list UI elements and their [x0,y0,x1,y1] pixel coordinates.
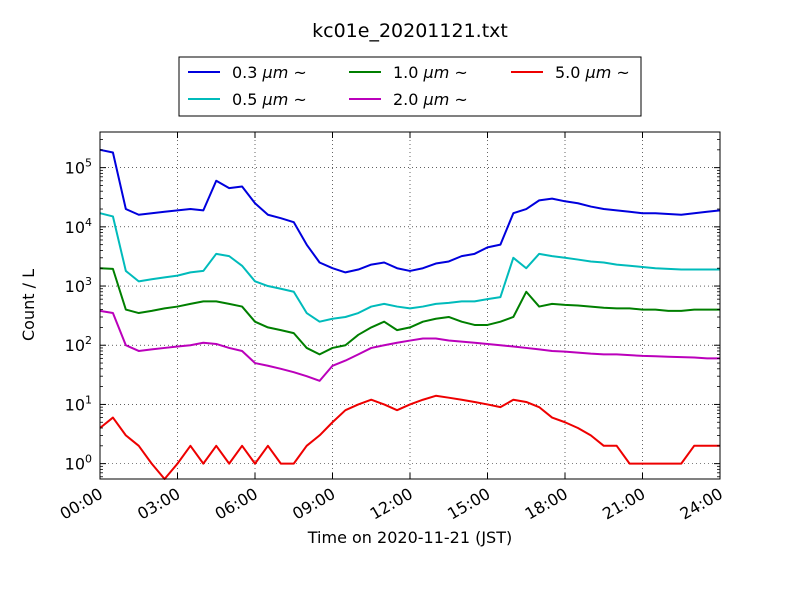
legend-label: 2.0 μm ~ [393,90,468,109]
y-tick-label: 100 [65,453,92,474]
legend-box [178,56,642,117]
y-axis-label: Count / L [19,269,38,341]
y-tick-labels: 100 101 102 103 104 105 [65,157,92,474]
legend-label: 0.3 μm ~ [232,63,307,82]
ticks [99,131,721,479]
series-line-0-3 [99,148,721,274]
chart-title: kc01e_20201121.txt [312,20,508,42]
legend-label: 0.5 μm ~ [232,90,307,109]
series-line-1-0 [99,267,720,356]
legend: 0.3 μm ~ 0.5 μm ~ 1.0 μm ~ 2.0 μm ~ 5.0 μm ~ [178,56,642,117]
x-axis-label: Time on 2020-11-21 (JST) [307,528,512,547]
series-line-2-0 [99,309,720,382]
series-line-0-5 [99,212,720,323]
y-tick-label: 103 [65,275,92,296]
y-tick-label: 104 [65,216,92,237]
series-group [99,148,721,480]
legend-label: 1.0 μm ~ [393,63,468,82]
y-tick-label: 102 [65,334,92,355]
grid [99,132,721,479]
series-line-5-0 [99,394,720,480]
y-tick-label: 105 [65,157,92,178]
y-tick-label: 101 [65,393,92,414]
legend-label: 5.0 μm ~ [555,63,630,82]
